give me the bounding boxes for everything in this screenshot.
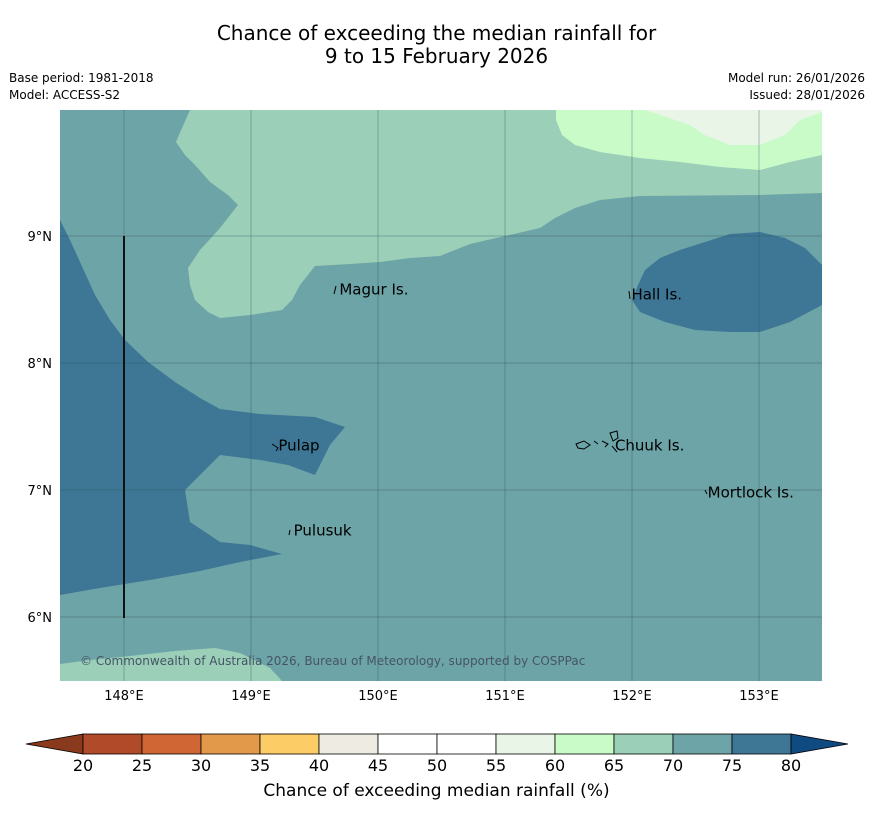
island-outlines [271,285,708,536]
colorbar: 20 25 30 35 40 45 50 55 60 65 70 75 80 [25,733,849,775]
lat-tick-label: 6°N [28,611,53,626]
place-label: Pulusuk [294,522,352,540]
model-name: Model: ACCESS-S2 [9,88,121,102]
colorbar-tick-label: 70 [663,756,683,775]
magur-island-shape [333,285,337,295]
mortlock-island-shape [704,489,708,495]
colorbar-tick-label: 35 [250,756,270,775]
rainfall-contours [60,110,822,681]
band-65-70-north [176,110,822,318]
place-label: Chuuk Is. [615,437,684,455]
band-65-70-south [60,648,282,681]
meta-left: Base period: 1981-2018 Model: ACCESS-S2 [9,70,154,104]
colorbar-swatch [318,733,379,755]
colorbar-tick-label: 80 [781,756,801,775]
colorbar-tick-label: 30 [191,756,211,775]
colorbar-swatch [200,733,261,755]
lon-tick-label: 148°E [104,689,144,704]
colorbar-swatch [613,733,674,755]
colorbar-tick-label: 25 [132,756,152,775]
place-label: Magur Is. [339,280,408,298]
lat-tick-label: 8°N [28,357,53,372]
model-run: Model run: 26/01/2026 [727,71,865,85]
place-label: Pulap [278,437,319,455]
pulusuk-island-shape [288,529,291,536]
issued-date: Issued: 28/01/2026 [749,88,865,102]
chuuk-lagoon-shape [575,430,619,453]
lon-tick-label: 150°E [358,689,398,704]
chart-title: Chance of exceeding the median rainfall … [0,22,873,68]
band-75-80-west [60,220,345,595]
place-label: Mortlock Is. [708,484,794,502]
colorbar-swatch [259,733,320,755]
colorbar-swatch [554,733,615,755]
axis-labels: 148°E 149°E 150°E 151°E 152°E 153°E 9°N 8°N 7°N 6… [28,230,779,704]
meta-right: Model run: 26/01/2026 Issued: 28/01/2026 [728,70,865,104]
lon-tick-label: 149°E [231,689,271,704]
base-period: Base period: 1981-2018 [9,71,154,85]
colorbar-tick-label: 50 [427,756,447,775]
colorbar-tick-label: 45 [368,756,388,775]
pulap-island-shape [271,443,279,452]
colorbar-tick-label: 75 [722,756,742,775]
colorbar-swatch [82,733,143,755]
colorbar-over-arrow [790,733,849,755]
place-label: Hall Is. [631,285,682,303]
colorbar-under-arrow [25,733,84,755]
title-line-1: Chance of exceeding the median rainfall … [216,21,657,45]
copyright-notice: © Commonwealth of Australia 2026, Bureau… [80,654,585,668]
band-75-80-east [632,232,822,332]
colorbar-tick-label: 20 [73,756,93,775]
band-55-60 [645,110,822,145]
colorbar-tick-label: 40 [309,756,329,775]
place-labels: Magur Is. Hall Is. Pulap Chuuk Is. Mortlock … [278,280,793,539]
colorbar-title: Chance of exceeding median rainfall (%) [263,781,610,801]
lat-tick-label: 9°N [28,230,53,245]
lat-tick-label: 7°N [28,484,53,499]
lon-tick-label: 152°E [612,689,652,704]
colorbar-swatch [672,733,733,755]
colorbar-swatch [731,733,792,755]
lon-tick-label: 151°E [485,689,525,704]
colorbar-swatch [495,733,556,755]
lon-tick-label: 153°E [739,689,779,704]
colorbar-swatch [436,733,497,755]
colorbar-tick-label: 60 [545,756,565,775]
graticule [60,110,822,681]
colorbar-swatch [377,733,438,755]
colorbar-swatch [141,733,202,755]
hall-island-shape [628,290,631,300]
colorbar-tick-label: 65 [604,756,624,775]
title-line-2: 9 to 15 February 2026 [324,44,549,68]
colorbar-tick-label: 55 [486,756,506,775]
